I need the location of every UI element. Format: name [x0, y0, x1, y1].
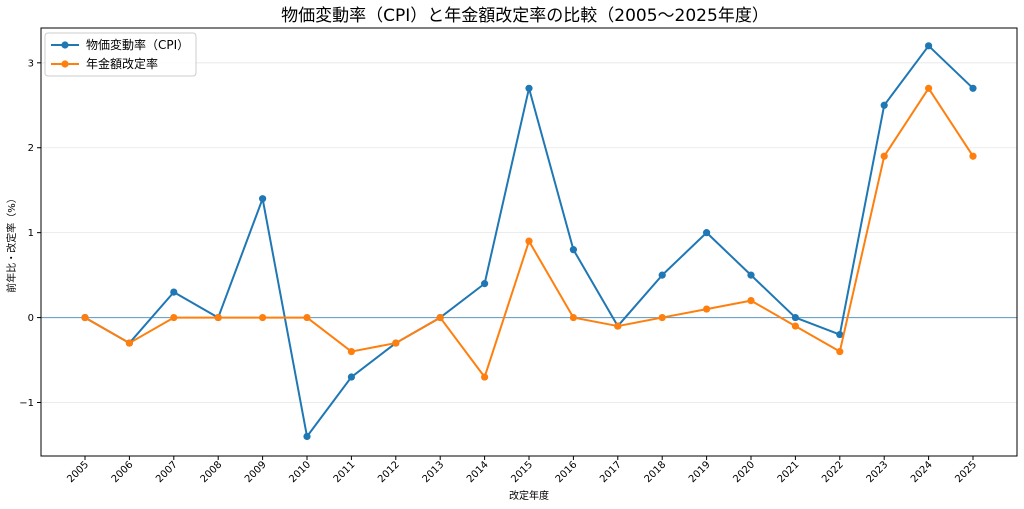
x-tick-label: 2005	[65, 459, 91, 485]
data-point	[481, 280, 489, 288]
y-tick-label: 1	[28, 228, 34, 239]
data-point	[880, 101, 888, 109]
y-axis-ticks: −1 0 1 2 3	[19, 58, 41, 409]
x-tick-label: 2018	[643, 459, 669, 485]
x-tick-label: 2016	[554, 459, 580, 485]
data-point	[347, 347, 355, 356]
data-point	[481, 373, 489, 381]
data-point	[658, 271, 666, 279]
x-tick-label: 2022	[820, 459, 846, 485]
legend-pension-marker	[61, 60, 69, 68]
x-tick-label: 2009	[243, 459, 269, 485]
legend-cpi-marker	[61, 41, 69, 49]
legend-cpi-label: 物価変動率（CPI）	[86, 37, 189, 52]
y-tick-label: 0	[28, 313, 34, 324]
data-point	[614, 322, 622, 330]
y-tick-label: 2	[28, 143, 34, 154]
legend: 物価変動率（CPI） 年金額改定率	[44, 32, 197, 77]
x-tick-label: 2024	[909, 459, 935, 485]
x-axis-ticks: 2005 2006 2007 2008 2009 2010 2011 2012 2013 2014…	[65, 456, 979, 485]
data-point	[436, 313, 444, 322]
series-layer	[81, 42, 977, 441]
data-point	[925, 84, 933, 92]
data-point	[791, 313, 800, 322]
series-1	[81, 84, 977, 381]
data-point	[969, 152, 977, 160]
x-tick-label: 2023	[865, 459, 891, 485]
data-point	[392, 339, 400, 347]
x-tick-label: 2021	[776, 459, 802, 485]
y-tick-label: 3	[28, 58, 34, 69]
x-tick-label: 2020	[731, 459, 757, 485]
x-tick-label: 2010	[287, 459, 313, 485]
y-axis-label: 前年比・改定率（%）	[5, 193, 18, 293]
data-point	[747, 271, 755, 279]
data-point	[836, 347, 844, 356]
data-point	[569, 313, 578, 322]
x-tick-label: 2017	[598, 459, 624, 485]
data-point	[170, 288, 178, 296]
legend-pension-label: 年金額改定率	[86, 56, 158, 71]
data-point	[703, 229, 711, 237]
x-tick-label: 2008	[199, 459, 225, 485]
data-point	[836, 330, 844, 339]
data-point	[303, 432, 311, 441]
data-point	[703, 305, 711, 313]
chart-title: 物価変動率（CPI）と年金額改定率の比較（2005〜2025年度）	[281, 6, 769, 26]
data-point	[747, 296, 755, 305]
x-tick-label: 2007	[154, 459, 180, 485]
data-point	[170, 313, 178, 322]
x-axis-label: 改定年度	[509, 489, 549, 502]
data-point	[880, 152, 888, 160]
data-point	[259, 195, 267, 203]
x-tick-label: 2014	[465, 459, 491, 485]
data-point	[969, 84, 977, 92]
x-tick-label: 2006	[110, 459, 136, 485]
data-point	[569, 246, 578, 254]
x-tick-label: 2019	[687, 459, 713, 485]
data-point	[125, 339, 133, 347]
y-tick-label: −1	[19, 398, 34, 409]
data-point	[81, 313, 89, 322]
x-tick-label: 2013	[421, 459, 447, 485]
data-point	[259, 313, 267, 322]
x-tick-label: 2012	[376, 459, 402, 485]
data-point	[658, 313, 666, 322]
data-point	[791, 322, 800, 330]
legend-box	[44, 32, 197, 77]
data-point	[214, 313, 222, 322]
data-point	[303, 313, 311, 322]
data-point	[525, 84, 533, 92]
gridlines	[41, 62, 1017, 403]
data-point	[347, 373, 355, 381]
data-point	[925, 42, 933, 50]
data-point	[525, 237, 533, 245]
x-tick-label: 2025	[953, 459, 979, 485]
x-tick-label: 2011	[332, 459, 358, 485]
x-tick-label: 2015	[509, 459, 535, 485]
